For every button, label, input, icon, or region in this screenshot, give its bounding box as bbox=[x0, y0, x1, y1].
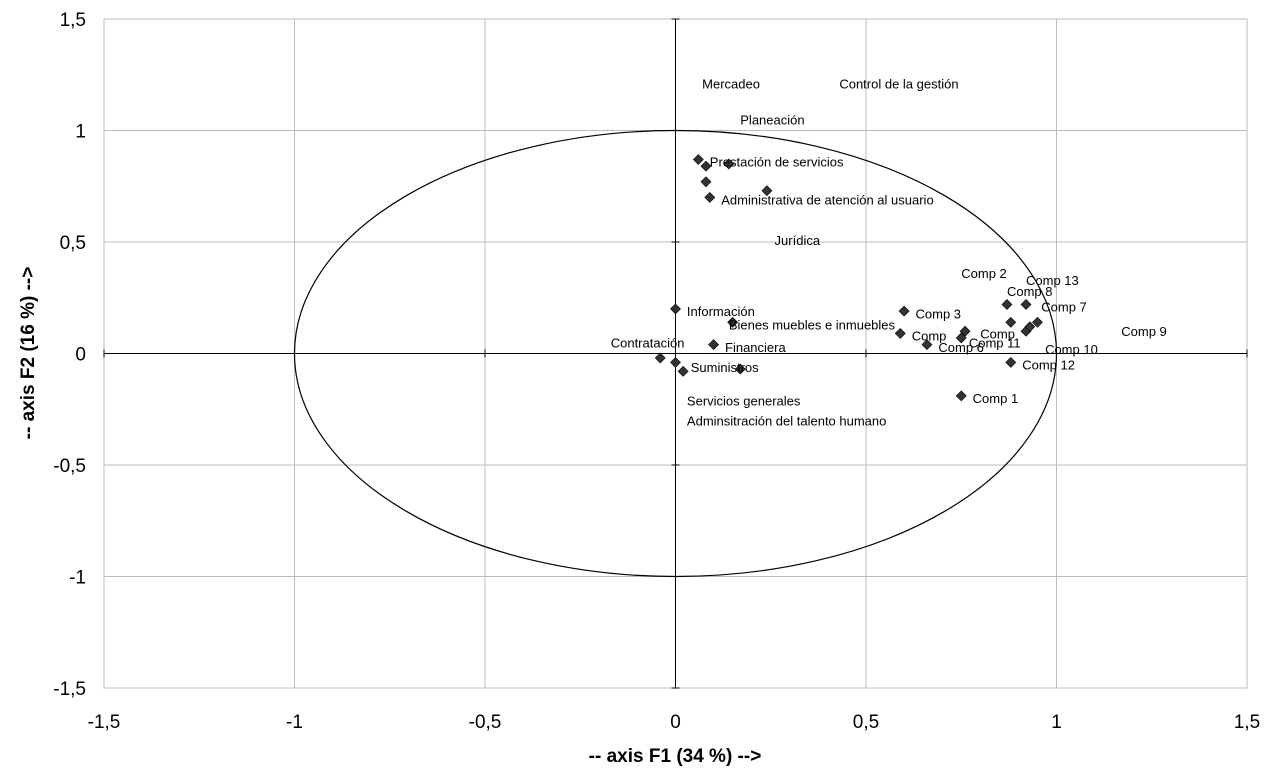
y-axis-title: -- axis F2 (16 %) --> bbox=[18, 267, 39, 440]
unit-circle-layer bbox=[293, 129, 1058, 578]
data-point bbox=[1032, 316, 1043, 328]
y-tick-label: -0,5 bbox=[53, 456, 86, 477]
point-label: Comp 9 bbox=[1121, 324, 1167, 339]
data-point bbox=[670, 303, 681, 315]
x-tick-label: -0,5 bbox=[469, 712, 502, 733]
point-labels: Mercadeo Control de la gestión Planeación P… bbox=[611, 77, 1167, 429]
point-label: Comp 1 bbox=[973, 391, 1019, 406]
data-point bbox=[1020, 299, 1032, 310]
point-label: Financiera bbox=[725, 340, 786, 355]
x-tick-label: -1 bbox=[286, 712, 303, 733]
data-point bbox=[921, 339, 933, 351]
point-label: Comp 7 bbox=[1041, 300, 1087, 315]
data-points bbox=[654, 154, 1043, 402]
data-point bbox=[1005, 356, 1017, 368]
data-point bbox=[734, 363, 746, 375]
data-point bbox=[894, 328, 906, 339]
data-point bbox=[1024, 321, 1036, 333]
data-point bbox=[670, 356, 681, 368]
point-label: Comp 10 bbox=[1045, 342, 1098, 357]
point-label: Comp bbox=[912, 329, 947, 344]
y-tick-label: -1 bbox=[69, 568, 86, 589]
y-tick-label: 1,5 bbox=[60, 10, 86, 31]
data-point bbox=[959, 325, 971, 337]
point-label: Comp 12 bbox=[1022, 358, 1075, 373]
data-point bbox=[761, 185, 773, 197]
point-label: Comp 13 bbox=[1026, 273, 1079, 288]
point-label: Comp 11 bbox=[969, 335, 1021, 350]
data-point bbox=[1001, 299, 1013, 310]
data-point bbox=[955, 332, 967, 344]
point-label: Administrativa de atención al usuario bbox=[721, 193, 933, 208]
data-point bbox=[654, 352, 666, 364]
point-label: Comp bbox=[980, 326, 1015, 341]
y-tick-labels: 1,5 1 0,5 0 -0,5 -1 -1,5 bbox=[53, 10, 86, 700]
data-point bbox=[692, 154, 704, 165]
data-point bbox=[704, 191, 716, 203]
point-label: Mercadeo bbox=[702, 77, 760, 92]
x-tick-label: 1 bbox=[1051, 712, 1062, 733]
data-point bbox=[700, 160, 712, 172]
point-label: Contratación bbox=[611, 335, 685, 350]
y-tick-label: 0 bbox=[75, 345, 86, 366]
unit-circle bbox=[293, 129, 1058, 578]
point-label: Comp 3 bbox=[916, 306, 962, 321]
x-tick-label: 1,5 bbox=[1234, 712, 1260, 733]
point-label: Información bbox=[687, 304, 755, 319]
point-label: Adminsitración del talento humano bbox=[687, 413, 886, 428]
y-tick-label: 0,5 bbox=[60, 233, 86, 254]
point-label: Bienes muebles e inmuebles bbox=[729, 318, 896, 333]
point-label: Prestación de servicios bbox=[710, 155, 844, 170]
y-tick-label: -1,5 bbox=[53, 679, 86, 700]
point-label: Comp 8 bbox=[1007, 284, 1053, 299]
x-tick-labels: -1,5 -1 -0,5 0 0,5 1 1,5 bbox=[88, 712, 1261, 733]
point-label: Jurídica bbox=[775, 233, 821, 248]
x-tick-label: 0 bbox=[670, 712, 681, 733]
point-label: Planeación bbox=[740, 112, 804, 127]
data-point bbox=[955, 390, 967, 402]
data-point bbox=[708, 339, 720, 351]
data-point bbox=[727, 316, 739, 328]
point-label: Comp 6 bbox=[938, 340, 984, 355]
data-point bbox=[677, 365, 689, 377]
y-tick-label: 1 bbox=[75, 122, 86, 143]
x-axis-title: -- axis F1 (34 %) --> bbox=[589, 746, 762, 767]
point-label: Control de la gestión bbox=[839, 77, 958, 92]
point-label: Servicios generales bbox=[687, 393, 801, 408]
data-point bbox=[723, 158, 735, 170]
point-label: Suministros bbox=[691, 360, 759, 375]
data-point bbox=[700, 176, 712, 188]
data-point bbox=[898, 305, 910, 317]
point-label: Comp 2 bbox=[961, 266, 1007, 281]
x-tick-label: 0,5 bbox=[853, 712, 879, 733]
data-point bbox=[1005, 316, 1017, 328]
x-tick-label: -1,5 bbox=[88, 712, 121, 733]
